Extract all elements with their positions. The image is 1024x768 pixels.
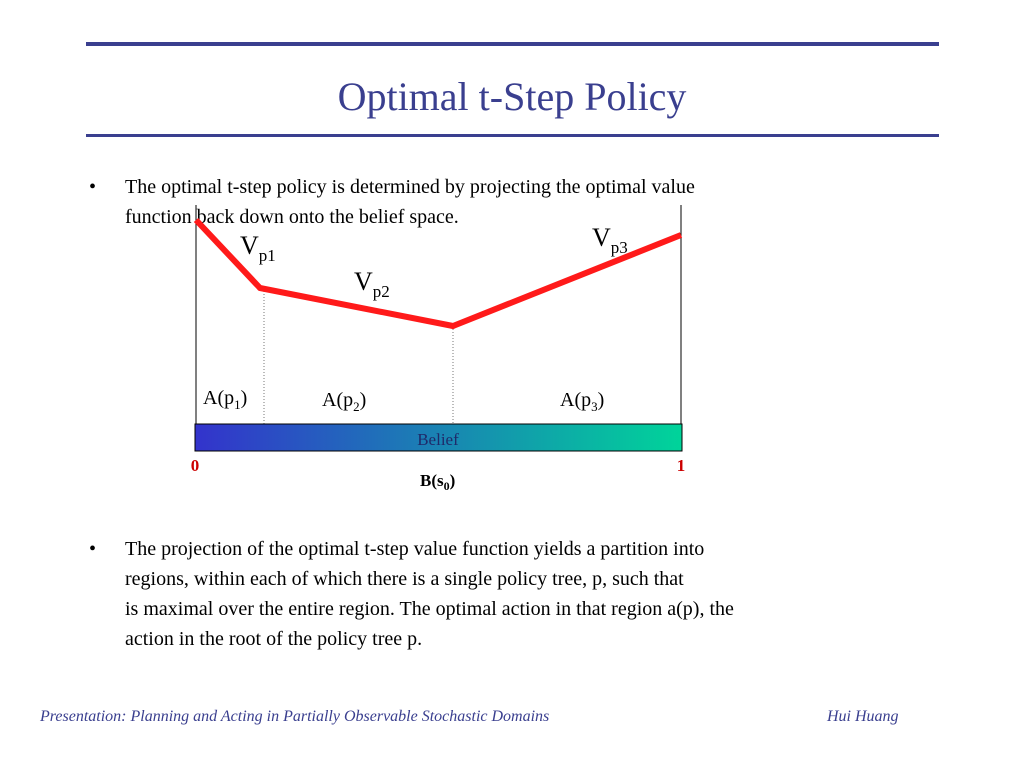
value-label-p1: Vp1: [240, 231, 276, 265]
bullet-text-1: The optimal t-step policy is determined …: [125, 172, 925, 232]
belief-bar: [194, 423, 683, 452]
initial-belief-label: B(s0): [420, 471, 455, 493]
axis-max-label: 1: [677, 456, 686, 475]
footer-presentation-title: Presentation: Planning and Acting in Par…: [40, 708, 550, 725]
region-label-p2: A(p2): [322, 389, 366, 414]
breakpoint-1: [257, 285, 263, 291]
value-function-line: [193, 217, 683, 329]
slide-title: Optimal t-Step Policy: [337, 74, 687, 119]
region-label-p3: A(p3): [560, 389, 604, 414]
region-label-p1: A(p1): [203, 387, 247, 412]
value-label-p2: Vp2: [354, 267, 390, 301]
bullet-marker-2: •: [89, 538, 97, 560]
bullet-2-line-3: is maximal over the entire region. The o…: [125, 598, 734, 620]
title-underline-rule: [86, 134, 939, 137]
bullet-2-line-4: action in the root of the policy tree p.: [125, 628, 423, 650]
belief-bar-label: Belief: [417, 430, 459, 449]
bullet-1-line-2: function back down onto the belief space…: [125, 206, 459, 228]
value-label-p3: Vp3: [592, 223, 628, 257]
top-rule: [86, 42, 939, 46]
breakpoint-2: [450, 323, 456, 329]
bullet-1-line-1: The optimal t-step policy is determined …: [125, 176, 695, 198]
bullet-2-line-1: The projection of the optimal t-step val…: [125, 538, 705, 560]
bullet-marker-1: •: [89, 176, 97, 198]
footer-author: Hui Huang: [827, 708, 899, 725]
bullet-2-line-2: regions, within each of which there is a…: [125, 568, 684, 590]
bullet-text-2: The projection of the optimal t-step val…: [125, 534, 925, 654]
axis-min-label: 0: [191, 456, 200, 475]
